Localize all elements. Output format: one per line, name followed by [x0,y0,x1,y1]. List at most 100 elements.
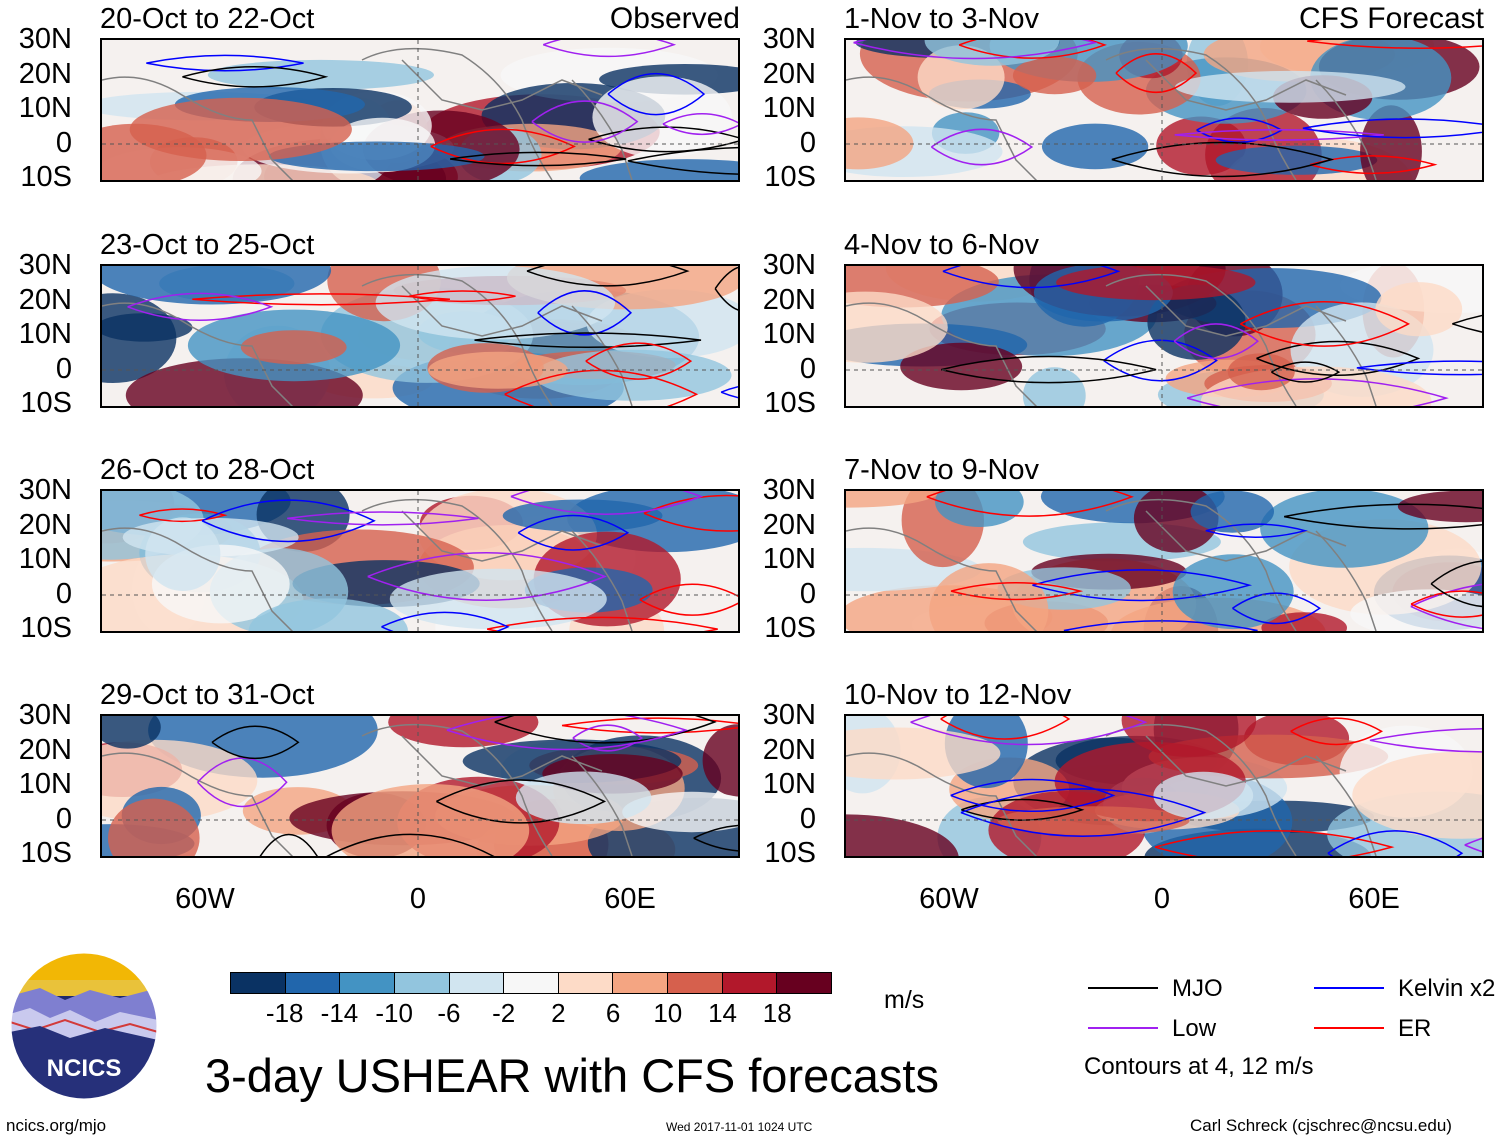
coastline [1145,735,1347,787]
main-title: 3-day USHEAR with CFS forecasts [205,1049,939,1102]
shear-map [844,714,1484,858]
panel-title: 4-Nov to 6-Nov [844,229,1040,261]
contour-line [1369,728,1482,753]
contour-line [127,292,274,321]
shear-anomaly-blob [1041,123,1149,170]
contour-line [961,798,1085,821]
latitude-label: 10N [762,768,816,800]
latitude-label: 10S [20,837,72,869]
contour-line [1240,300,1411,347]
contour-line [146,54,304,72]
coastline [401,285,603,337]
shear-anomaly-blob [1260,491,1429,568]
coastline [1105,723,1297,856]
contour-line [940,716,1071,740]
shear-anomaly-blob [108,798,200,856]
contour-line [287,511,479,526]
colorbar-segment [668,973,723,993]
latitude-label: 20N [18,733,72,766]
latitude-label: 0 [55,802,72,835]
coastline [846,752,1038,856]
contour-line [1283,503,1482,530]
contour-line [510,491,704,515]
latitude-label: 10S [764,161,816,193]
contour-line [1271,361,1341,383]
contour-line [430,128,576,165]
latitude-label: 10S [20,387,72,419]
contour-line [504,369,699,406]
latitude-label: 0 [799,577,816,610]
coastline [361,273,553,406]
shear-anomaly-blob [1375,282,1463,337]
contour-line [192,293,450,306]
longitude-label: 0 [409,883,427,915]
colorbar-segment [613,973,669,993]
legend-label: MJO [1172,975,1223,1002]
shear-anomaly-blob [702,724,738,797]
shear-anomaly-blob [1012,56,1097,95]
legend-swatch [1088,1027,1158,1029]
latitude-label: 30N [18,23,72,55]
shear-map [100,38,740,182]
panel-title: 1-Nov to 3-Nov [844,3,1040,35]
contour-line [1302,118,1482,139]
contour-line [950,581,1084,601]
contour-line [1430,560,1482,608]
footer-credit: Carl Schreck (cjschrec@ncsu.edu) [1190,1116,1452,1135]
coastline [102,527,294,631]
contour-line [259,833,318,856]
colorbar-segment [722,973,778,993]
shear-anomaly-blob [846,814,959,856]
contour-line [139,508,228,523]
legend-swatch [1314,1027,1384,1029]
shear-map [844,489,1484,633]
contour-line [1256,340,1421,376]
contour-line [1356,360,1482,376]
colorbar-tick-label: 14 [708,998,737,1028]
footer-url[interactable]: ncics.org/mjo [6,1116,107,1135]
coastline [361,47,553,180]
contour-line [542,40,677,58]
contour-line [446,716,689,751]
shear-anomaly-blob [145,517,221,591]
contour-line [537,290,632,336]
colorbar-segment [285,973,341,993]
shear-anomaly-blob [240,330,347,365]
latitude-label: 30N [18,249,72,281]
colorbar-units: m/s [884,986,925,1014]
shear-anomaly-blob [1215,145,1378,175]
coastline [1145,285,1347,337]
shear-anomaly-blob [1121,716,1257,757]
latitude-label: 20N [762,283,816,316]
contour-line [1032,569,1253,602]
shear-anomaly-blob [1172,554,1294,630]
contour-line [1115,53,1198,93]
contour-line [1154,830,1395,856]
contour-line [607,73,706,116]
shear-anomaly-blob [592,76,732,159]
contour-line [960,788,1207,838]
longitude-label: 60W [919,883,979,915]
shear-anomaly-blob [579,159,738,180]
shear-anomaly-blob [1352,751,1482,839]
legend-label: Low [1172,1015,1217,1042]
latitude-label: 10S [764,387,816,419]
coastline [1315,530,1377,631]
latitude-label: 10N [18,92,72,124]
colorbar-segment [558,973,614,993]
panel-title: 23-Oct to 25-Oct [100,229,315,261]
contour-line [942,266,1121,289]
latitude-label: 10S [764,612,816,644]
contour-line [1290,717,1383,746]
coastline [1105,498,1297,631]
shear-anomaly-blob [935,491,1024,527]
panel-title: 29-Oct to 31-Oct [100,679,315,711]
shear-anomaly-blob [389,568,607,630]
coastline [1315,755,1377,856]
contour-line [1327,830,1464,856]
shear-anomaly-blob [924,40,1060,66]
contour-line [714,266,738,311]
contour-line [201,499,376,543]
contour-line [693,824,738,852]
latitude-label: 10N [762,543,816,575]
